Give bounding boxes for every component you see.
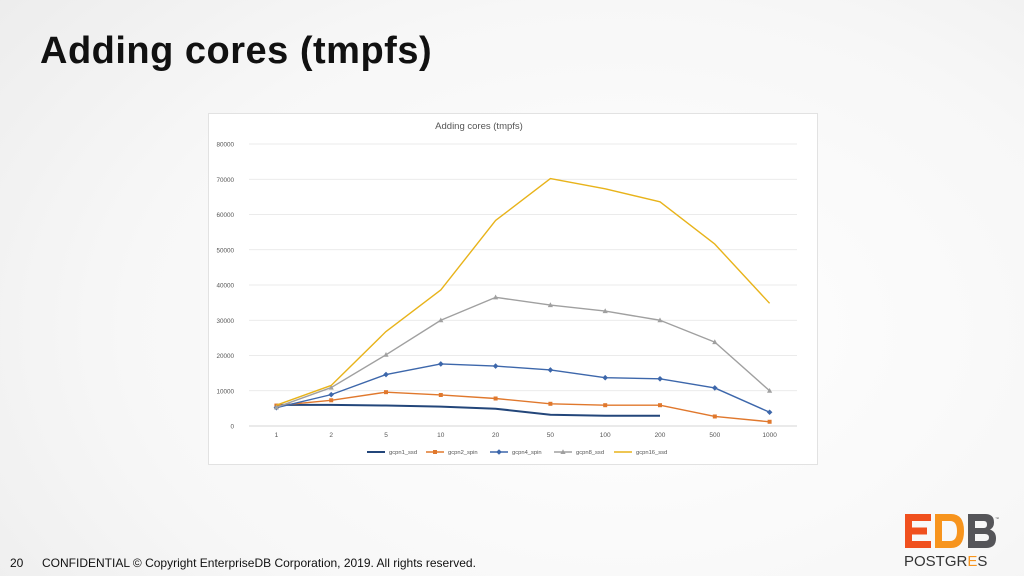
data-point-triangle [383,351,389,357]
page-number: 20 [10,556,24,570]
data-point-diamond [712,385,718,391]
y-tick-label: 20000 [216,353,234,360]
legend-label: gcpn16_ssd [636,450,667,456]
legend-label: gcpn8_ssd [576,450,604,456]
legend-item: gcpn8_ssd [554,449,604,456]
legend-label: gcpn2_spin [448,450,478,456]
series-gcpn8_ssd [273,294,773,410]
data-point-square [767,419,772,424]
data-point-square [603,403,608,408]
slide-title: Adding cores (tmpfs) [40,30,433,72]
data-point-diamond [766,409,773,416]
data-point-diamond [438,361,444,367]
logo-wordmark: POSTGRES [904,553,987,570]
series-line [276,296,771,408]
data-point-triangle [493,294,499,300]
svg-text:™: ™ [995,516,999,521]
legend-item: gcpn2_spin [426,450,478,456]
x-tick-label: 5 [384,432,388,439]
legend-item: gcpn16_ssd [614,450,667,456]
data-point-square [329,398,334,403]
data-point-diamond [657,375,663,382]
x-tick-label: 500 [709,432,720,439]
chart-title: Adding cores (tmpfs) [435,121,523,132]
series-line [276,391,770,423]
series-line [276,177,771,406]
data-point-triangle [560,449,566,454]
data-point-triangle [657,317,663,323]
legend-item: gcpn4_spin [490,449,542,456]
y-tick-label: 40000 [216,283,234,290]
data-point-square [493,396,498,401]
data-point-diamond [383,371,389,378]
x-tick-label: 100 [600,432,611,439]
data-point-triangle [547,302,553,308]
data-point-triangle [767,387,773,393]
y-tick-label: 80000 [216,142,234,149]
y-tick-label: 0 [230,424,234,431]
series-gcpn16_ssd [276,177,771,406]
x-tick-label: 200 [655,432,666,439]
data-point-diamond [602,374,608,381]
data-point-square [433,450,437,454]
legend-label: gcpn1_ssd [389,450,417,456]
series-line [276,403,660,417]
edb-postgres-logo: ™ POSTGRES [904,514,999,570]
y-tick-label: 10000 [216,388,234,395]
series-lines [273,177,773,424]
x-tick-label: 1 [275,432,279,439]
x-tick-label: 2 [329,432,333,439]
x-tick-label: 20 [492,432,500,439]
x-tick-label: 1000 [762,432,777,439]
data-point-diamond [492,363,499,369]
data-point-diamond [547,367,554,373]
y-tick-label: 30000 [216,318,234,325]
line-chart: Adding cores (tmpfs) 0 10000 20000 30000 400… [216,121,797,456]
x-tick-label: 50 [547,432,555,439]
legend: gcpn1_ssd gcpn2_spin gcpn4_spin gcpn8_ssd gc… [367,449,667,456]
x-axis: 1 2 5 10 20 50 100 200 500 1000 [275,432,778,439]
x-tick-label: 10 [437,432,445,439]
legend-label: gcpn4_spin [512,450,542,456]
data-point-square [384,390,388,395]
series-gcpn1_ssd [276,403,660,417]
data-point-diamond [328,391,334,398]
data-point-square [658,403,662,408]
data-point-diamond [496,449,502,455]
data-point-square [548,401,553,406]
series-gcpn4_spin [273,361,773,416]
data-point-triangle [602,308,608,314]
series-gcpn2_spin [274,390,772,424]
chart-container: Adding cores (tmpfs) 0 10000 20000 30000 400… [208,113,818,465]
copyright-footer: CONFIDENTIAL © Copyright EnterpriseDB Co… [42,556,476,570]
edb-logo-mark: ™ [905,514,999,548]
y-tick-label: 50000 [216,247,234,254]
y-axis: 0 10000 20000 30000 40000 50000 60000 70000 8000… [216,142,234,431]
data-point-triangle [328,384,334,390]
data-point-triangle [438,317,444,323]
data-point-square [438,392,443,397]
y-tick-label: 70000 [216,177,234,184]
gridlines [249,143,797,427]
legend-item: gcpn1_ssd [367,450,417,456]
series-line [276,363,770,413]
data-point-triangle [273,404,279,410]
y-tick-label: 60000 [216,212,234,219]
data-point-triangle [712,339,718,345]
data-point-square [712,414,717,419]
